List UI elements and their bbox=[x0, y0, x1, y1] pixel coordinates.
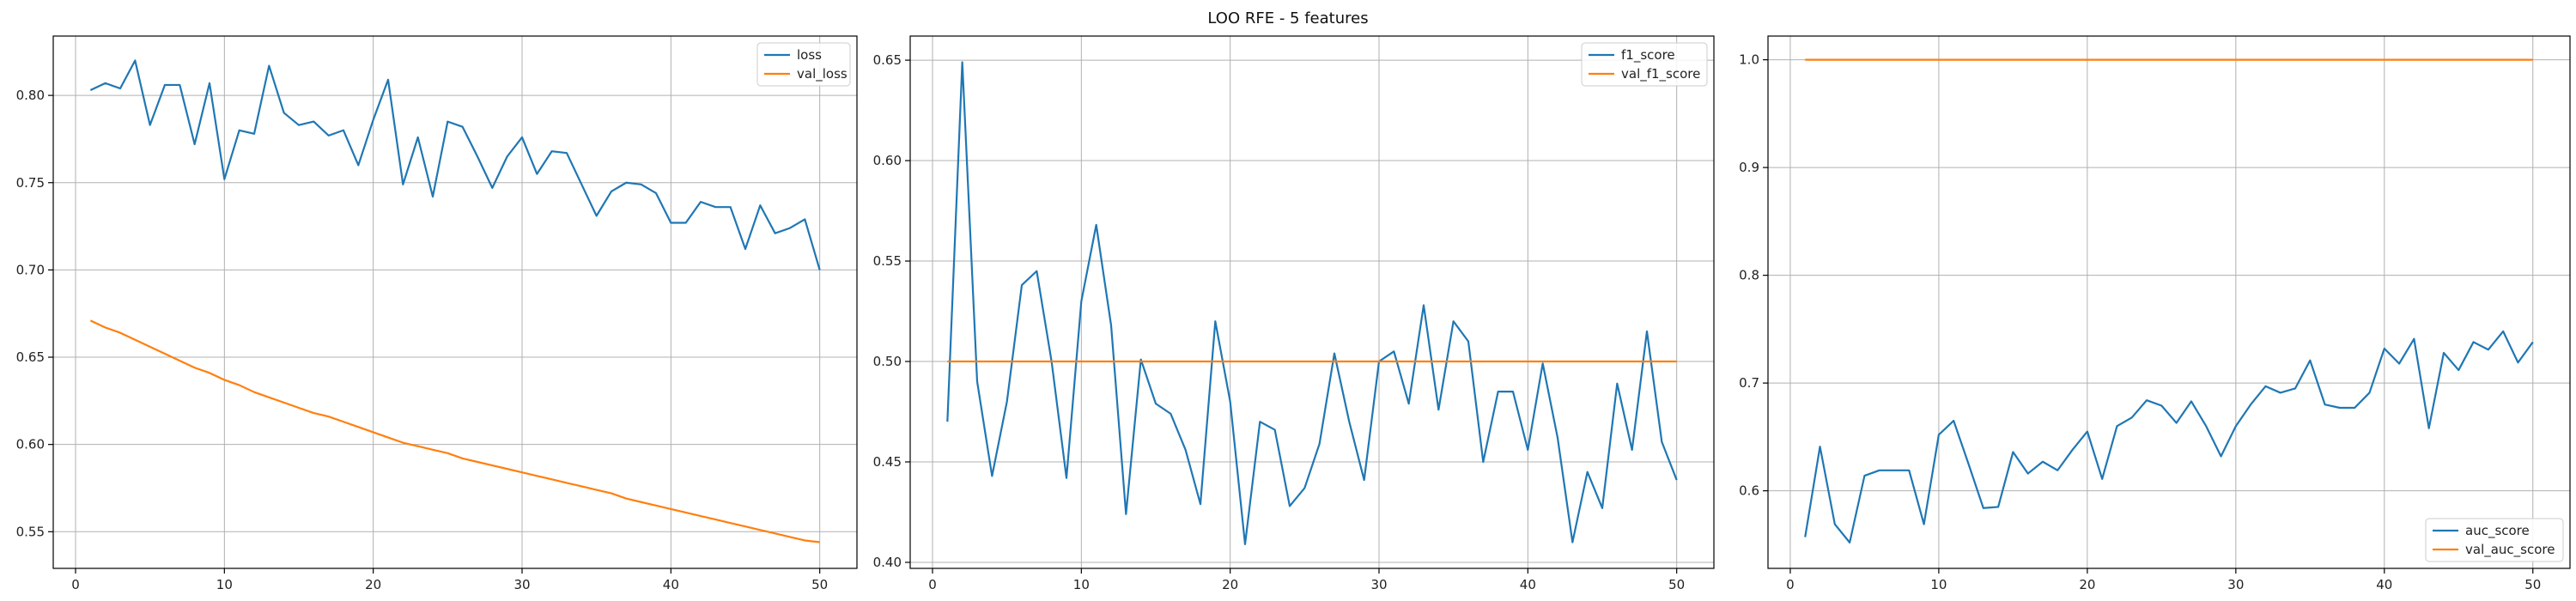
y-tick-label: 0.6 bbox=[1739, 483, 1759, 499]
y-tick-label: 0.70 bbox=[16, 262, 45, 277]
series-line-f1-score bbox=[946, 61, 1678, 546]
y-tick-label: 0.60 bbox=[16, 437, 45, 452]
legend-box bbox=[2425, 518, 2564, 562]
x-tick-label: 50 bbox=[1668, 577, 1685, 592]
x-tick-label: 0 bbox=[1786, 577, 1795, 592]
x-tick-label: 50 bbox=[811, 577, 828, 592]
x-tick-label: 40 bbox=[2376, 577, 2392, 592]
figure-title: LOO RFE - 5 features bbox=[1207, 9, 1368, 27]
legend-entry: val_loss bbox=[797, 66, 848, 82]
x-tick-label: 0 bbox=[71, 577, 80, 592]
x-tick-label: 40 bbox=[663, 577, 679, 592]
y-tick-label: 0.55 bbox=[16, 524, 45, 539]
series-line-val-loss bbox=[89, 319, 820, 543]
y-tick-label: 0.60 bbox=[873, 153, 902, 168]
legend: f1_score val_f1_score bbox=[1581, 42, 1708, 87]
subplot-1: 0 10 20 30 40 50 0.55 0.60 0.65 0.70 0.75 0.80 loss v… bbox=[16, 35, 858, 592]
y-tick-label: 1.0 bbox=[1739, 52, 1759, 68]
series-line-loss bbox=[89, 59, 821, 270]
x-tick-label: 10 bbox=[1930, 577, 1947, 592]
y-tick-label: 0.8 bbox=[1739, 268, 1759, 283]
y-tick-label: 0.80 bbox=[16, 88, 45, 103]
x-tick-label: 30 bbox=[1370, 577, 1387, 592]
legend-entry: val_f1_score bbox=[1621, 66, 1700, 82]
y-tick-label: 0.75 bbox=[16, 175, 45, 191]
y-tick-label: 0.65 bbox=[873, 52, 902, 68]
y-tick-label: 0.9 bbox=[1739, 160, 1759, 175]
legend-entry: auc_score bbox=[2465, 523, 2530, 539]
x-tick-label: 30 bbox=[2227, 577, 2244, 592]
y-tick-label: 0.7 bbox=[1739, 375, 1759, 391]
legend: auc_score val_auc_score bbox=[2425, 518, 2564, 562]
subplot-3: 0 10 20 30 40 50 0.6 0.7 0.8 0.9 1.0 auc_score val_a… bbox=[1739, 35, 2571, 592]
legend-box bbox=[1581, 42, 1708, 87]
y-tick-label: 0.40 bbox=[873, 555, 902, 570]
y-tick-label: 0.65 bbox=[16, 349, 45, 365]
x-tick-label: 30 bbox=[513, 577, 530, 592]
legend-entry: loss bbox=[797, 47, 822, 63]
x-tick-label: 20 bbox=[1222, 577, 1238, 592]
legend: loss val_loss bbox=[756, 42, 851, 87]
subplot-2: 0 10 20 30 40 50 0.40 0.45 0.50 0.55 0.60 0.65 f1_sc… bbox=[873, 35, 1715, 592]
legend-entry: val_auc_score bbox=[2465, 542, 2555, 558]
x-tick-label: 0 bbox=[928, 577, 937, 592]
axes-frame bbox=[909, 35, 1715, 569]
y-tick-label: 0.45 bbox=[873, 454, 902, 470]
series-line-auc-score bbox=[1804, 330, 2534, 543]
axes-frame bbox=[52, 35, 858, 569]
y-tick-label: 0.55 bbox=[873, 253, 902, 269]
x-tick-label: 20 bbox=[2079, 577, 2095, 592]
y-tick-label: 0.50 bbox=[873, 354, 902, 369]
x-tick-label: 10 bbox=[216, 577, 233, 592]
x-tick-label: 10 bbox=[1073, 577, 1090, 592]
x-tick-label: 20 bbox=[365, 577, 381, 592]
x-tick-label: 50 bbox=[2524, 577, 2541, 592]
x-tick-label: 40 bbox=[1520, 577, 1536, 592]
legend-entry: f1_score bbox=[1621, 47, 1675, 64]
axes-frame bbox=[1767, 35, 2571, 569]
legend-box bbox=[756, 42, 851, 87]
